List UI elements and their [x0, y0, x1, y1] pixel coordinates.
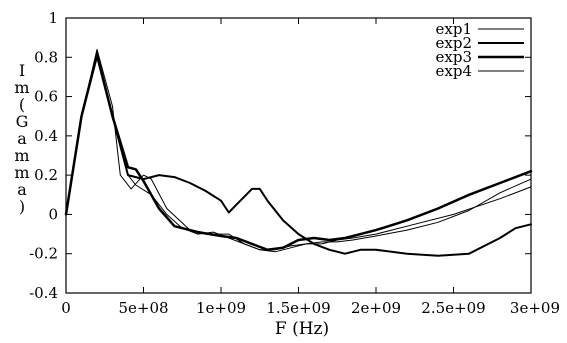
- legend-label-exp4: exp4: [436, 62, 472, 80]
- legend-label-exp1: exp1: [436, 20, 472, 38]
- y-axis-label-char: m: [14, 78, 29, 97]
- y-axis-label-char: a: [17, 129, 27, 148]
- x-tick-label: 2e+09: [351, 299, 401, 317]
- x-axis-ticks: 0 5e+08 1e+09 1.5e+09 2e+09 2.5e+09 3e+09: [61, 18, 560, 317]
- y-tick-label: 0.4: [34, 127, 58, 145]
- y-axis-label-char: (: [19, 95, 25, 114]
- y-axis-label-char: a: [17, 180, 27, 199]
- x-tick-label: 1.5e+09: [266, 299, 330, 317]
- x-axis-label: F (Hz): [275, 319, 329, 339]
- x-tick-label: 5e+08: [118, 299, 168, 317]
- series-line-exp2: [65, 52, 532, 257]
- y-tick-label: -0.4: [29, 284, 58, 302]
- y-tick-label: 0.6: [34, 88, 58, 106]
- legend-label-exp2: exp2: [436, 34, 472, 52]
- y-axis-label-char: ): [19, 197, 25, 216]
- y-tick-label: 0: [48, 205, 58, 223]
- x-tick-label: 3e+09: [510, 299, 560, 317]
- series-lines: [64, 48, 533, 257]
- series-line-exp4: [65, 50, 532, 253]
- x-tick-label: 2.5e+09: [421, 299, 485, 317]
- y-axis-label-char: G: [16, 112, 29, 131]
- y-tick-label: 0.8: [34, 48, 58, 66]
- y-tick-label: -0.2: [29, 245, 58, 263]
- y-tick-label: 1: [48, 9, 58, 27]
- y-axis-label-char: I: [19, 61, 25, 80]
- legend-label-exp3: exp3: [436, 48, 472, 66]
- series-line-exp3: [64, 54, 533, 252]
- y-axis-label-char: m: [14, 146, 29, 165]
- x-tick-label: 0: [61, 299, 71, 317]
- y-tick-label: 0.2: [34, 166, 58, 184]
- y-axis-label-char: m: [14, 163, 29, 182]
- x-tick-label: 1e+09: [196, 299, 246, 317]
